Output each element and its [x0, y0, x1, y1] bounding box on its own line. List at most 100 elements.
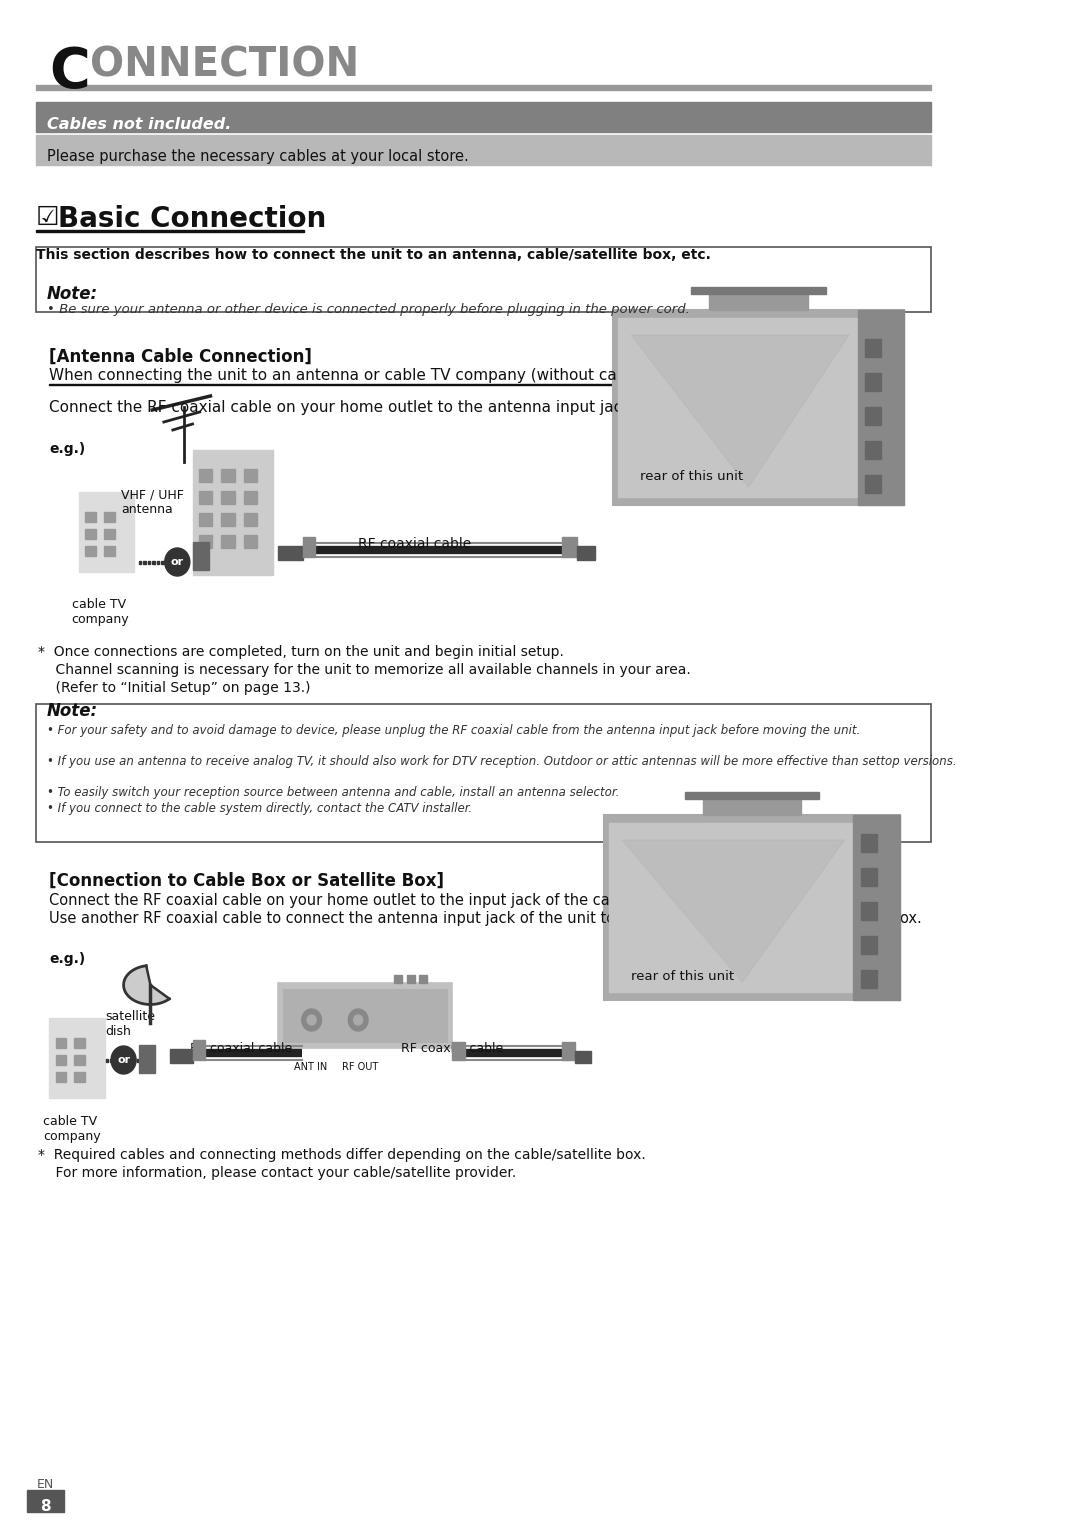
Bar: [123, 1059, 126, 1062]
Polygon shape: [632, 336, 849, 487]
Bar: [192, 542, 208, 571]
Bar: [137, 1059, 139, 1062]
Text: Basic Connection: Basic Connection: [58, 204, 326, 233]
Bar: [221, 513, 234, 526]
Bar: [244, 468, 257, 482]
Text: • If you connect to the cable system directly, contact the CATV installer.: • If you connect to the cable system dir…: [46, 803, 472, 815]
Text: Please purchase the necessary cables at your local store.: Please purchase the necessary cables at …: [46, 150, 469, 163]
Bar: [119, 1059, 122, 1062]
Text: Channel scanning is necessary for the unit to memorize all available channels in: Channel scanning is necessary for the un…: [38, 662, 690, 678]
Circle shape: [111, 1045, 136, 1074]
Bar: [106, 1059, 108, 1062]
Bar: [171, 562, 173, 565]
Bar: [865, 372, 881, 391]
Text: • If you use an antenna to receive analog TV, it should also work for DTV recept: • If you use an antenna to receive analo…: [46, 755, 956, 768]
Text: satellite
dish: satellite dish: [106, 1010, 156, 1038]
Text: RF coaxial cable: RF coaxial cable: [401, 1042, 503, 1054]
Text: When connecting the unit to an antenna or cable TV company (without cable/satell: When connecting the unit to an antenna o…: [50, 368, 745, 383]
Bar: [406, 975, 415, 983]
Bar: [563, 537, 577, 557]
Bar: [85, 546, 96, 555]
Bar: [50, 1018, 105, 1099]
Bar: [36, 85, 931, 90]
Bar: [865, 475, 881, 493]
Bar: [139, 1045, 154, 1073]
Bar: [861, 902, 877, 920]
Text: Cables not included.: Cables not included.: [46, 118, 231, 133]
Text: [Connection to Cable Box or Satellite Box]: [Connection to Cable Box or Satellite Bo…: [50, 871, 444, 890]
Bar: [244, 513, 257, 526]
Bar: [152, 562, 154, 565]
Bar: [221, 491, 234, 504]
Text: or: or: [117, 1054, 130, 1065]
Bar: [858, 310, 904, 505]
Text: Note:: Note:: [46, 702, 97, 720]
Text: cable TV
company: cable TV company: [71, 598, 130, 626]
Bar: [144, 562, 146, 565]
Bar: [165, 562, 168, 565]
Text: [Antenna Cable Connection]: [Antenna Cable Connection]: [50, 348, 312, 366]
Bar: [199, 513, 212, 526]
Bar: [75, 1071, 85, 1082]
Text: ONNECTION: ONNECTION: [90, 44, 359, 85]
Text: Use another RF coaxial cable to connect the antenna input jack of the unit to th: Use another RF coaxial cable to connect …: [50, 911, 922, 926]
Bar: [85, 513, 96, 522]
Bar: [865, 407, 881, 426]
Bar: [171, 1048, 193, 1064]
Bar: [114, 1059, 118, 1062]
Bar: [179, 562, 181, 565]
Text: RF coaxial cable: RF coaxial cable: [359, 537, 472, 551]
Bar: [861, 935, 877, 954]
Bar: [302, 537, 315, 557]
Bar: [685, 792, 820, 800]
Circle shape: [353, 1015, 363, 1025]
Bar: [853, 815, 900, 1000]
Bar: [36, 230, 305, 232]
Bar: [609, 823, 852, 992]
Bar: [221, 536, 234, 548]
Bar: [618, 317, 856, 497]
Text: *  Once connections are completed, turn on the unit and begin initial setup.: * Once connections are completed, turn o…: [38, 645, 564, 659]
Bar: [110, 1059, 112, 1062]
Text: e.g.): e.g.): [50, 952, 85, 966]
Bar: [577, 546, 595, 560]
Bar: [865, 339, 881, 357]
Bar: [192, 450, 273, 575]
Bar: [244, 536, 257, 548]
Bar: [613, 310, 904, 505]
Text: cable TV
company: cable TV company: [43, 1116, 100, 1143]
Bar: [55, 1071, 66, 1082]
Text: For more information, please contact your cable/satellite provider.: For more information, please contact you…: [38, 1166, 516, 1180]
Text: Note:: Note:: [46, 285, 97, 304]
Text: *  Required cables and connecting methods differ depending on the cable/satellit: * Required cables and connecting methods…: [38, 1148, 646, 1161]
Text: EN: EN: [37, 1479, 54, 1491]
Bar: [157, 562, 160, 565]
Bar: [394, 975, 402, 983]
Bar: [861, 971, 877, 987]
Bar: [175, 562, 177, 565]
Bar: [104, 546, 114, 555]
Bar: [861, 868, 877, 887]
Text: • Be sure your antenna or other device is connected properly before plugging in : • Be sure your antenna or other device i…: [46, 304, 689, 316]
Bar: [710, 295, 808, 310]
Bar: [703, 800, 801, 815]
Bar: [55, 1054, 66, 1065]
Text: 8: 8: [40, 1499, 51, 1514]
Text: • For your safety and to avoid damage to device, please unplug the RF coaxial ca: • For your safety and to avoid damage to…: [46, 723, 860, 737]
Text: or: or: [171, 557, 184, 568]
Bar: [193, 1041, 205, 1061]
Bar: [861, 835, 877, 852]
Polygon shape: [123, 966, 170, 1004]
Bar: [575, 1051, 591, 1064]
Bar: [36, 134, 931, 165]
Bar: [605, 815, 900, 1000]
Bar: [148, 562, 150, 565]
Bar: [129, 1059, 131, 1062]
Bar: [199, 468, 212, 482]
Bar: [36, 102, 931, 133]
Bar: [104, 530, 114, 539]
Circle shape: [165, 548, 190, 575]
Text: ☑: ☑: [36, 204, 59, 230]
Bar: [139, 562, 141, 565]
Bar: [104, 513, 114, 522]
